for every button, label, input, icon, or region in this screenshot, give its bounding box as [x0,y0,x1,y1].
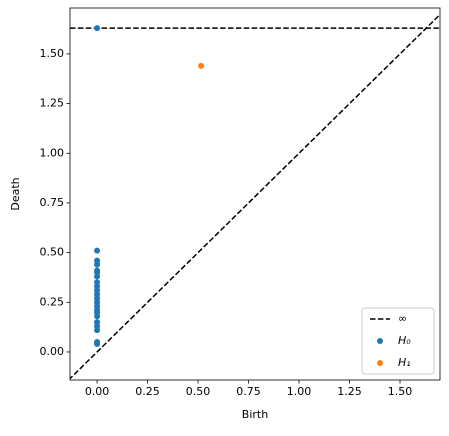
x-tick-label: 0.00 [85,385,110,398]
x-tick-label: 0.25 [135,385,160,398]
point [94,279,101,286]
point [94,25,101,32]
point [94,257,101,264]
diagonal [70,13,440,380]
legend-label: H₀ [398,334,411,347]
axes-frame [69,7,441,381]
y-tick-label: 0.75 [40,196,65,209]
x-tick-label: 1.25 [337,385,362,398]
y-tick-label: 0.00 [40,345,65,358]
point [94,339,101,346]
x-axis-label: Birth [242,408,268,421]
legend-label: H₁ [398,356,411,369]
y-tick-label: 1.25 [40,97,65,110]
y-axis-label: Death [9,177,22,210]
x-tick-label: 1.00 [287,385,312,398]
legend-swatch [377,360,383,366]
y-tick-label: 1.00 [40,146,65,159]
y-tick-label: 0.50 [40,246,65,259]
y-tick-label: 1.50 [40,47,65,60]
x-tick-label: 0.75 [236,385,261,398]
legend-box [361,307,435,375]
x-tick-label: 1.50 [388,385,413,398]
point [94,247,101,254]
point [94,319,101,326]
legend-swatch [377,338,383,344]
x-tick-label: 0.50 [186,385,211,398]
plot-area [70,13,440,380]
point [198,62,205,69]
y-tick-label: 0.25 [40,295,65,308]
point [94,267,101,274]
legend-label: ∞ [398,312,407,325]
